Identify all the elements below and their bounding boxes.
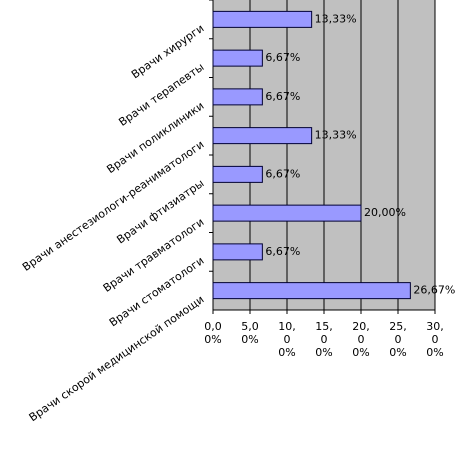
x-tick-label: 25,00% bbox=[389, 320, 407, 359]
x-tick-label: 30,00% bbox=[426, 320, 444, 359]
bar bbox=[212, 127, 313, 145]
value-label: 13,33% bbox=[315, 12, 357, 25]
bar bbox=[212, 204, 362, 222]
value-label: 6,67% bbox=[265, 245, 300, 258]
value-label: 6,67% bbox=[265, 90, 300, 103]
bar bbox=[212, 88, 263, 106]
value-label: 6,67% bbox=[265, 167, 300, 180]
bar bbox=[212, 10, 313, 28]
y-tick-label: Врачи стоматологи bbox=[107, 254, 207, 329]
bar bbox=[212, 282, 411, 300]
x-tick-label: 15,00% bbox=[315, 320, 333, 359]
y-tick-label: Врачи поликлиники bbox=[104, 99, 206, 176]
y-tick-label: Врачи травматологи bbox=[101, 215, 207, 294]
value-label: 13,33% bbox=[315, 129, 357, 142]
value-label: 26,67% bbox=[413, 284, 455, 297]
value-label: 6,67% bbox=[265, 51, 300, 64]
x-tick-label: 0,00% bbox=[204, 320, 222, 346]
bar bbox=[212, 165, 263, 183]
value-label: 20,00% bbox=[364, 206, 406, 219]
x-tick-label: 20,00% bbox=[352, 320, 370, 359]
bar bbox=[212, 243, 263, 261]
bar bbox=[212, 49, 263, 67]
x-tick-label: 5,00% bbox=[241, 320, 259, 346]
x-tick-label: 10,00% bbox=[278, 320, 296, 359]
